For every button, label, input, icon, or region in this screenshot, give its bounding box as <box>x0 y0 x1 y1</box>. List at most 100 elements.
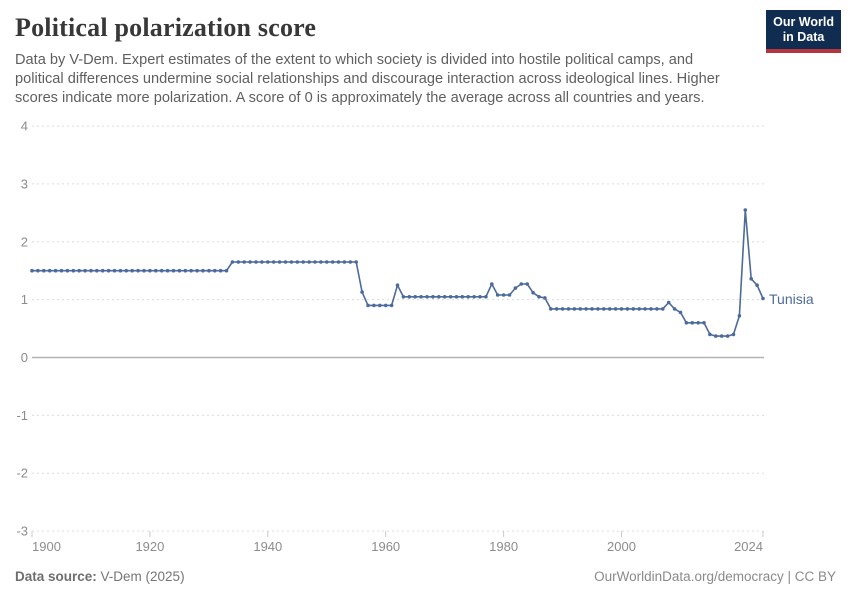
data-point[interactable] <box>254 260 258 264</box>
data-point[interactable] <box>743 208 748 212</box>
data-point[interactable] <box>266 260 270 264</box>
data-point[interactable] <box>737 314 742 318</box>
data-point[interactable] <box>407 295 412 299</box>
data-point[interactable] <box>100 268 105 273</box>
data-point[interactable] <box>47 268 52 273</box>
data-point[interactable] <box>118 268 123 273</box>
data-point[interactable] <box>578 307 583 311</box>
data-point[interactable] <box>36 268 40 273</box>
data-point[interactable] <box>112 268 117 273</box>
tunisia-line[interactable] <box>32 209 764 337</box>
data-point[interactable] <box>425 295 429 299</box>
data-point[interactable] <box>77 268 81 273</box>
data-point[interactable] <box>277 260 282 264</box>
data-point[interactable] <box>378 303 382 308</box>
data-point[interactable] <box>501 293 506 297</box>
data-point[interactable] <box>53 268 58 273</box>
data-point[interactable] <box>313 260 317 264</box>
data-point[interactable] <box>289 260 294 264</box>
data-point[interactable] <box>413 295 418 299</box>
data-point[interactable] <box>30 268 34 273</box>
data-point[interactable] <box>224 268 229 273</box>
data-point[interactable] <box>336 260 341 264</box>
data-point[interactable] <box>325 260 329 264</box>
data-point[interactable] <box>584 307 588 311</box>
data-point[interactable] <box>596 307 600 311</box>
data-point[interactable] <box>484 295 488 299</box>
data-point[interactable] <box>271 260 276 264</box>
data-point[interactable] <box>372 303 376 308</box>
data-point[interactable] <box>719 334 724 338</box>
data-point[interactable] <box>566 307 571 311</box>
data-point[interactable] <box>218 268 223 273</box>
data-point[interactable] <box>448 295 453 299</box>
data-point[interactable] <box>89 268 93 273</box>
data-point[interactable] <box>619 307 624 311</box>
data-point[interactable] <box>678 310 683 315</box>
data-point[interactable] <box>637 307 641 311</box>
data-point[interactable] <box>95 268 99 273</box>
data-point[interactable] <box>731 332 736 337</box>
data-point[interactable] <box>189 268 193 273</box>
data-point[interactable] <box>177 268 182 273</box>
data-point[interactable] <box>490 282 494 286</box>
data-point[interactable] <box>631 307 636 311</box>
data-point[interactable] <box>360 290 364 294</box>
data-point[interactable] <box>696 321 700 325</box>
data-point[interactable] <box>366 303 370 308</box>
data-point[interactable] <box>590 307 594 311</box>
data-point[interactable] <box>207 268 211 273</box>
data-point[interactable] <box>401 295 406 299</box>
data-point[interactable] <box>543 296 547 300</box>
data-point[interactable] <box>260 260 264 264</box>
data-point[interactable] <box>342 260 347 264</box>
data-point[interactable] <box>59 268 64 273</box>
data-point[interactable] <box>525 282 529 286</box>
data-point[interactable] <box>625 307 630 311</box>
data-point[interactable] <box>560 307 565 311</box>
data-point[interactable] <box>195 268 199 273</box>
data-point[interactable] <box>106 268 111 273</box>
data-point[interactable] <box>442 295 447 299</box>
data-point[interactable] <box>431 295 435 299</box>
data-point[interactable] <box>755 283 759 288</box>
data-point[interactable] <box>672 307 677 311</box>
data-point[interactable] <box>42 268 46 273</box>
data-point[interactable] <box>354 260 359 264</box>
data-point[interactable] <box>554 307 559 311</box>
data-point[interactable] <box>507 293 512 297</box>
data-point[interactable] <box>389 303 394 308</box>
data-point[interactable] <box>749 277 753 281</box>
data-point[interactable] <box>71 268 76 273</box>
data-point[interactable] <box>301 260 306 264</box>
data-point[interactable] <box>661 307 665 311</box>
data-point[interactable] <box>248 260 252 264</box>
data-point[interactable] <box>460 295 465 299</box>
data-point[interactable] <box>531 290 535 295</box>
data-point[interactable] <box>348 260 353 264</box>
data-point[interactable] <box>725 334 730 338</box>
data-point[interactable] <box>495 293 500 297</box>
data-point[interactable] <box>607 307 612 311</box>
data-point[interactable] <box>319 260 323 264</box>
data-point[interactable] <box>83 268 87 273</box>
data-point[interactable] <box>124 268 129 273</box>
data-point[interactable] <box>472 295 476 299</box>
data-point[interactable] <box>142 268 146 273</box>
data-point[interactable] <box>330 260 335 264</box>
data-point[interactable] <box>242 260 246 264</box>
data-point[interactable] <box>684 321 689 325</box>
data-point[interactable] <box>307 260 311 264</box>
data-point[interactable] <box>549 307 553 311</box>
data-point[interactable] <box>761 296 765 301</box>
data-point[interactable] <box>714 334 718 338</box>
data-point[interactable] <box>572 307 577 311</box>
data-point[interactable] <box>395 283 400 288</box>
data-point[interactable] <box>213 268 217 273</box>
data-point[interactable] <box>136 268 140 273</box>
data-point[interactable] <box>643 307 647 311</box>
data-point[interactable] <box>519 282 524 286</box>
data-point[interactable] <box>478 295 482 299</box>
data-point[interactable] <box>201 268 205 273</box>
